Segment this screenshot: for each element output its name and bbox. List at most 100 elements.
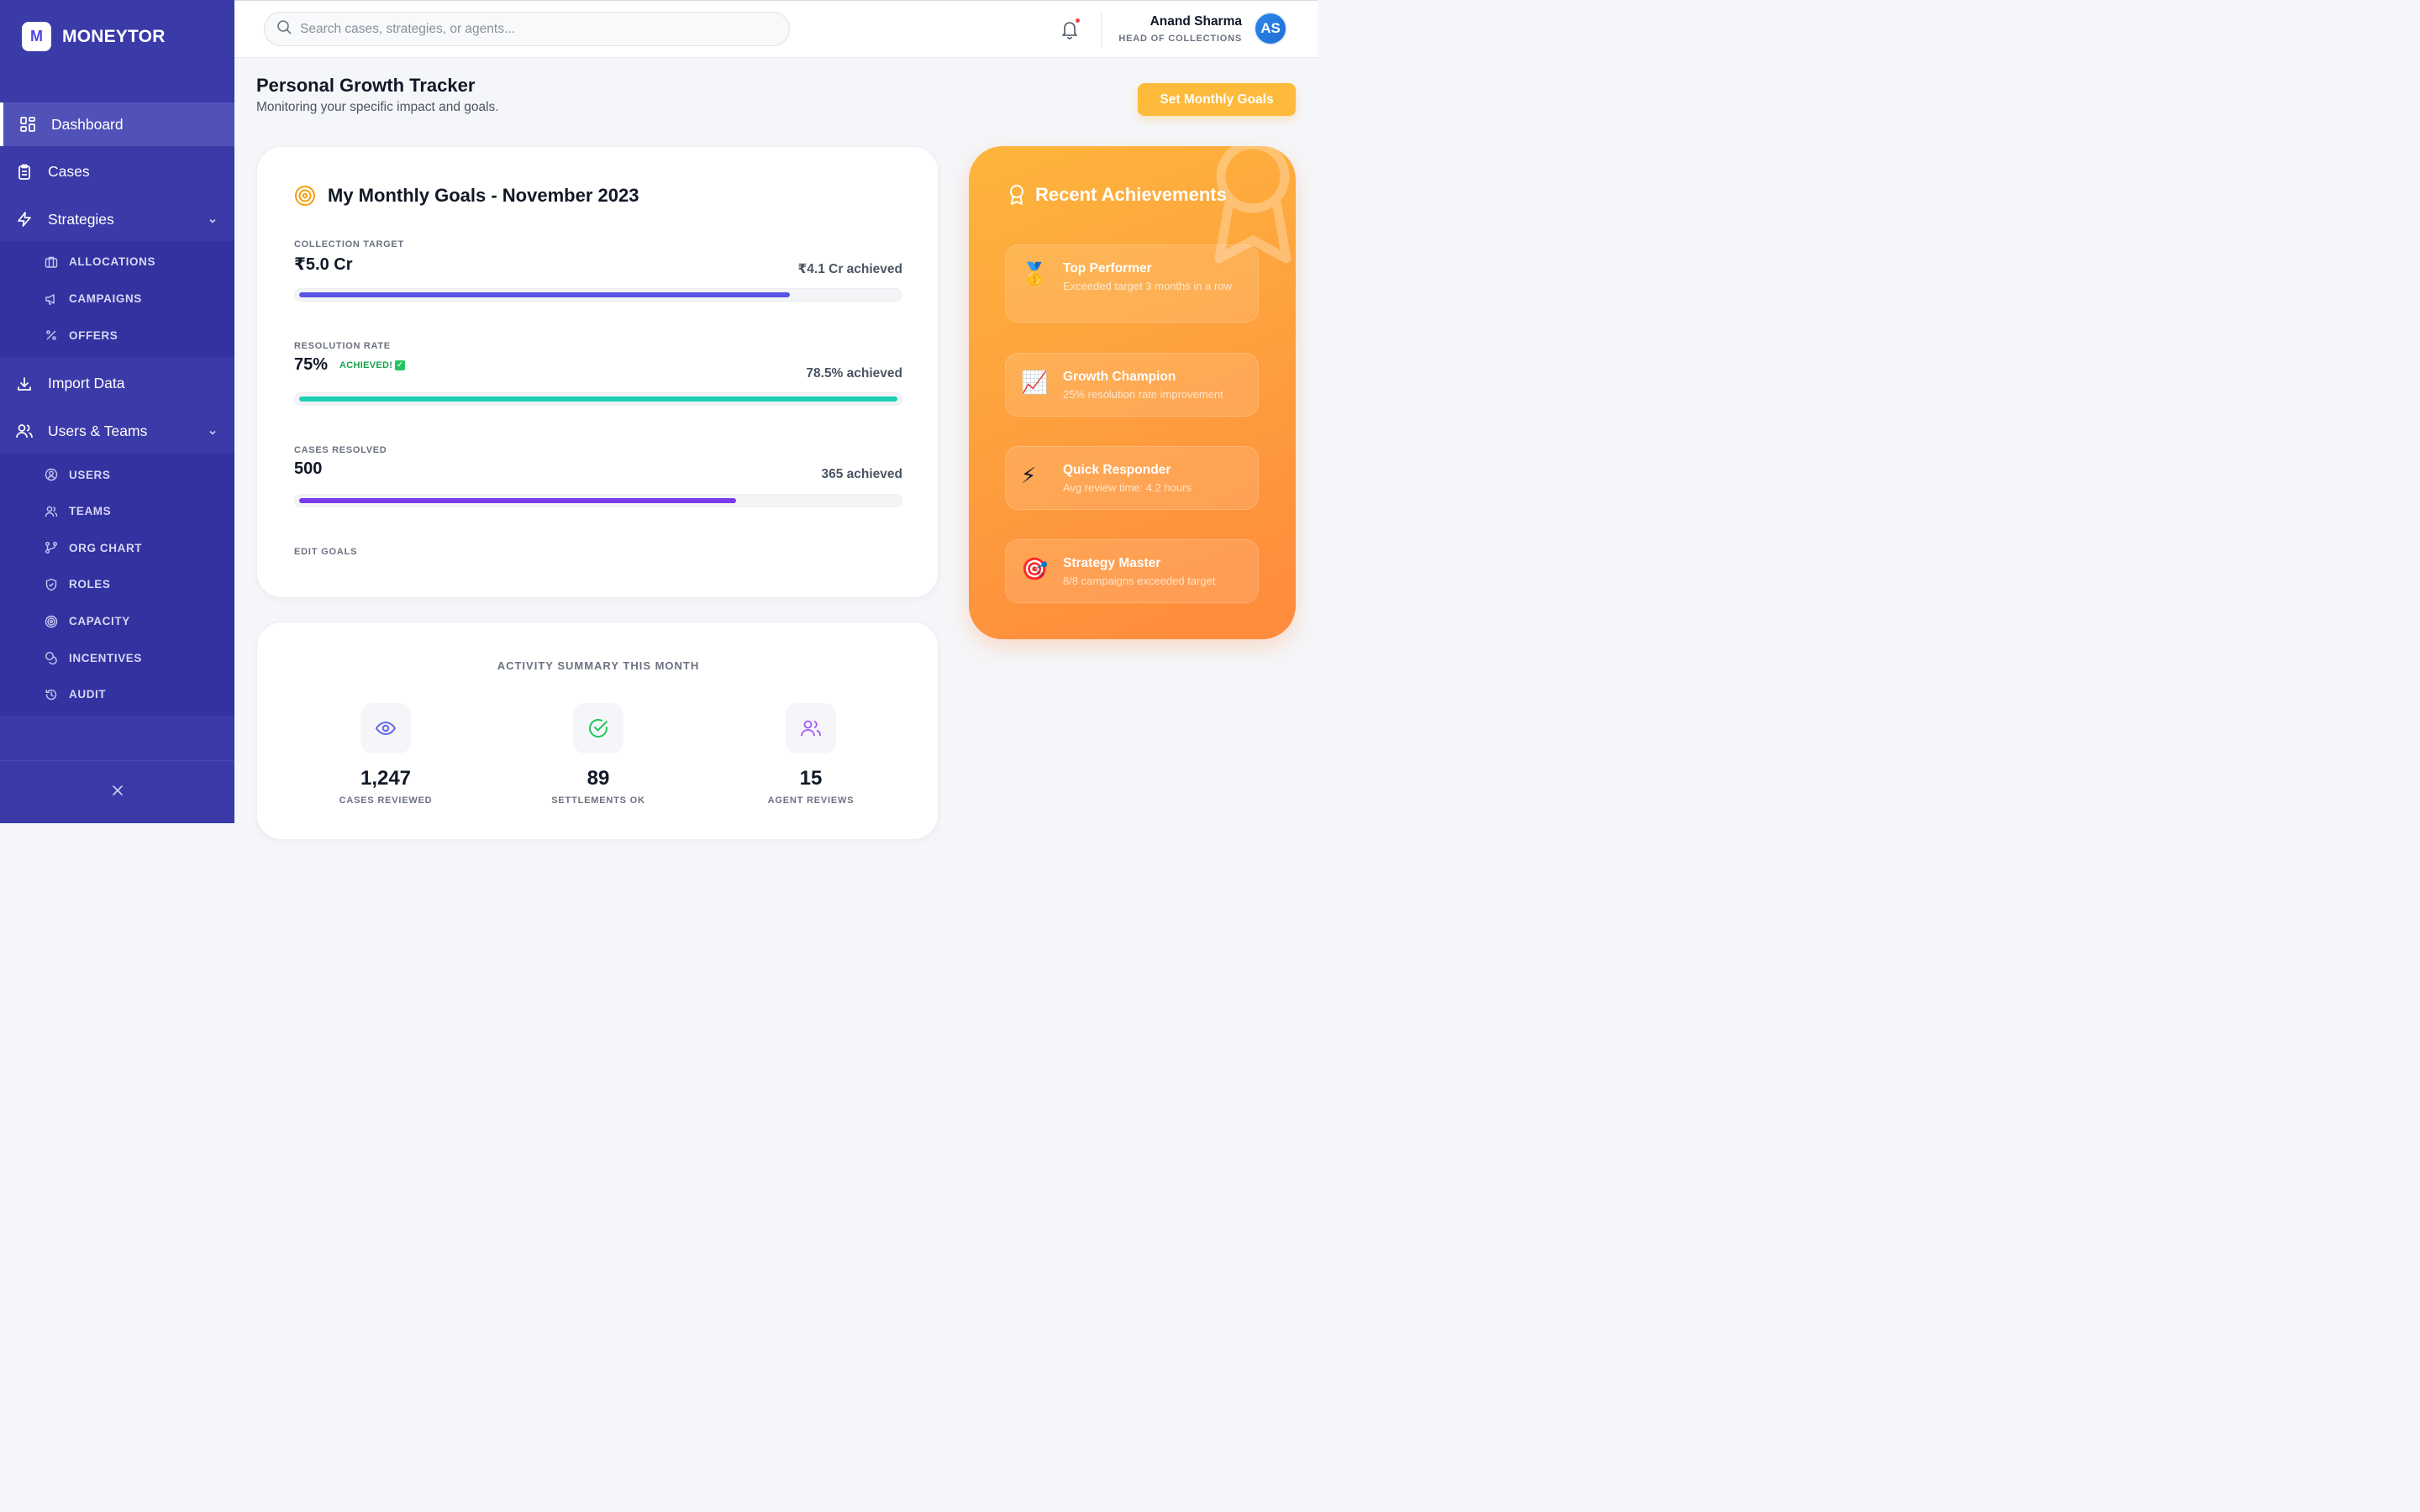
sub-item-label: USERS [69, 468, 111, 481]
nav-label: Cases [48, 163, 90, 181]
lightning-icon [15, 210, 34, 228]
goal-label: COLLECTION TARGET [294, 239, 404, 249]
award-icon [1007, 184, 1026, 206]
chevron-down-icon[interactable] [208, 424, 218, 442]
achievements-title: Recent Achievements [1035, 184, 1227, 205]
sub-item-allocations[interactable]: ALLOCATIONS [0, 244, 234, 281]
megaphone-icon [44, 291, 59, 307]
brand[interactable]: M MONEYTOR [22, 22, 166, 51]
avatar[interactable]: AS [1254, 12, 1287, 45]
stat-icon-box [573, 703, 623, 753]
goals-title: My Monthly Goals - November 2023 [328, 185, 639, 206]
stat-agent-reviews: 15 AGENT REVIEWS [727, 703, 895, 806]
sub-item-users[interactable]: USERS [0, 456, 234, 493]
nav-item-import-data[interactable]: Import Data [0, 362, 234, 406]
sub-item-label: ORG CHART [69, 541, 143, 554]
activity-summary-card: ACTIVITY SUMMARY THIS MONTH 1,247 CASES … [256, 622, 939, 840]
achievement-name: Quick Responder [1063, 463, 1171, 477]
sub-item-label: CAPACITY [69, 615, 130, 628]
achievement-growth-champion[interactable]: 📈 Growth Champion 25% resolution rate im… [1005, 353, 1259, 417]
clipboard-icon [15, 163, 34, 181]
goal-cases-resolved: CASES RESOLVED 500 365 achieved [294, 445, 902, 507]
monthly-goals-card: My Monthly Goals - November 2023 COLLECT… [256, 146, 939, 598]
target-dart-icon: 🎯 [1021, 556, 1049, 581]
stat-label: CASES REVIEWED [339, 795, 433, 806]
set-monthly-goals-button[interactable]: Set Monthly Goals [1138, 83, 1296, 116]
achievement-text: Quick Responder Avg review time: 4.2 hou… [1063, 463, 1192, 495]
edit-goals-link[interactable]: EDIT GOALS [294, 547, 358, 557]
notifications-button[interactable] [1060, 18, 1080, 39]
stat-value: 89 [587, 767, 610, 790]
sub-item-teams[interactable]: TEAMS [0, 493, 234, 530]
achievement-desc: 8/8 campaigns exceeded target [1063, 575, 1216, 587]
stat-settlements: 89 SETTLEMENTS OK [514, 703, 682, 806]
achieved-badge: ACHIEVED! ✓ [339, 360, 406, 370]
nav-item-users-teams[interactable]: Users & Teams [0, 409, 234, 453]
shield-check-icon [44, 577, 59, 592]
nav-item-strategies[interactable]: Strategies [0, 197, 234, 241]
goal-value-text: ₹5.0 Cr [294, 255, 353, 274]
chevron-down-icon[interactable] [208, 213, 218, 230]
sub-item-audit[interactable]: AUDIT [0, 676, 234, 713]
sub-item-label: TEAMS [69, 505, 112, 518]
achievement-strategy-master[interactable]: 🎯 Strategy Master 8/8 campaigns exceeded… [1005, 539, 1259, 603]
stat-icon-box [360, 703, 411, 753]
sub-item-capacity[interactable]: CAPACITY [0, 603, 234, 640]
goals-header: My Monthly Goals - November 2023 [294, 185, 639, 207]
search-input[interactable] [300, 21, 771, 37]
achievement-name: Growth Champion [1063, 370, 1176, 384]
sub-item-label: AUDIT [69, 688, 107, 701]
search-bar[interactable] [264, 12, 790, 46]
sub-item-campaigns[interactable]: CAMPAIGNS [0, 281, 234, 318]
sub-item-offers[interactable]: OFFERS [0, 317, 234, 354]
achievement-top-performer[interactable]: 🥇 Top Performer Exceeded target 3 months… [1005, 244, 1259, 323]
user-menu[interactable]: Anand Sharma HEAD OF COLLECTIONS AS [1118, 12, 1287, 45]
progress-track [294, 392, 902, 406]
nav-label: Import Data [48, 375, 125, 392]
goal-achieved: ₹4.1 Cr achieved [797, 262, 902, 276]
users-icon [801, 720, 821, 737]
chart-up-icon: 📈 [1021, 370, 1049, 395]
nav-item-dashboard[interactable]: Dashboard [0, 102, 234, 146]
coins-icon [44, 650, 59, 665]
user-name: Anand Sharma [1150, 13, 1242, 29]
history-icon [44, 687, 59, 702]
award-ribbon-icon [1214, 146, 1292, 264]
goal-achieved: 78.5% achieved [806, 366, 902, 381]
download-icon [15, 375, 34, 393]
brand-name: MONEYTOR [62, 26, 166, 46]
sub-item-label: ROLES [69, 578, 111, 591]
check-icon: ✓ [395, 360, 406, 370]
achievement-text: Top Performer Exceeded target 3 months i… [1063, 261, 1232, 293]
target-icon [294, 185, 316, 207]
briefcase-icon [44, 255, 59, 270]
sub-item-roles[interactable]: ROLES [0, 566, 234, 603]
close-icon[interactable] [111, 784, 124, 801]
team-icon [44, 504, 59, 519]
medal-icon: 🥇 [1021, 261, 1049, 286]
notification-dot [1076, 18, 1080, 23]
users-icon [15, 422, 34, 440]
search-icon [276, 19, 292, 39]
target-icon [44, 614, 59, 629]
stat-label: SETTLEMENTS OK [551, 795, 645, 806]
user-info: Anand Sharma HEAD OF COLLECTIONS [1118, 14, 1242, 44]
sub-item-label: CAMPAIGNS [69, 292, 142, 306]
sub-item-incentives[interactable]: INCENTIVES [0, 639, 234, 676]
goal-resolution-rate: RESOLUTION RATE 75% ACHIEVED! ✓ 78.5% ach… [294, 341, 902, 406]
achievement-desc: Exceeded target 3 months in a row [1063, 280, 1232, 292]
users-subnav: USERS TEAMS ORG CHART ROLES CAPACITY INC… [0, 453, 234, 717]
achievement-quick-responder[interactable]: ⚡ Quick Responder Avg review time: 4.2 h… [1005, 446, 1259, 510]
nav-item-cases[interactable]: Cases [0, 150, 234, 194]
stat-label: AGENT REVIEWS [767, 795, 855, 806]
goal-value-text: 500 [294, 459, 323, 478]
goal-label: RESOLUTION RATE [294, 341, 391, 351]
brand-logo: M [22, 22, 51, 51]
achievement-text: Strategy Master 8/8 campaigns exceeded t… [1063, 556, 1215, 588]
sub-item-org-chart[interactable]: ORG CHART [0, 530, 234, 567]
achievements-header: Recent Achievements [1007, 184, 1227, 206]
lightning-icon: ⚡ [1021, 463, 1037, 488]
achievement-desc: Avg review time: 4.2 hours [1063, 481, 1192, 494]
recent-achievements-card: Recent Achievements 🥇 Top Performer Exce… [969, 146, 1296, 639]
dashboard-grid-icon [18, 115, 37, 134]
